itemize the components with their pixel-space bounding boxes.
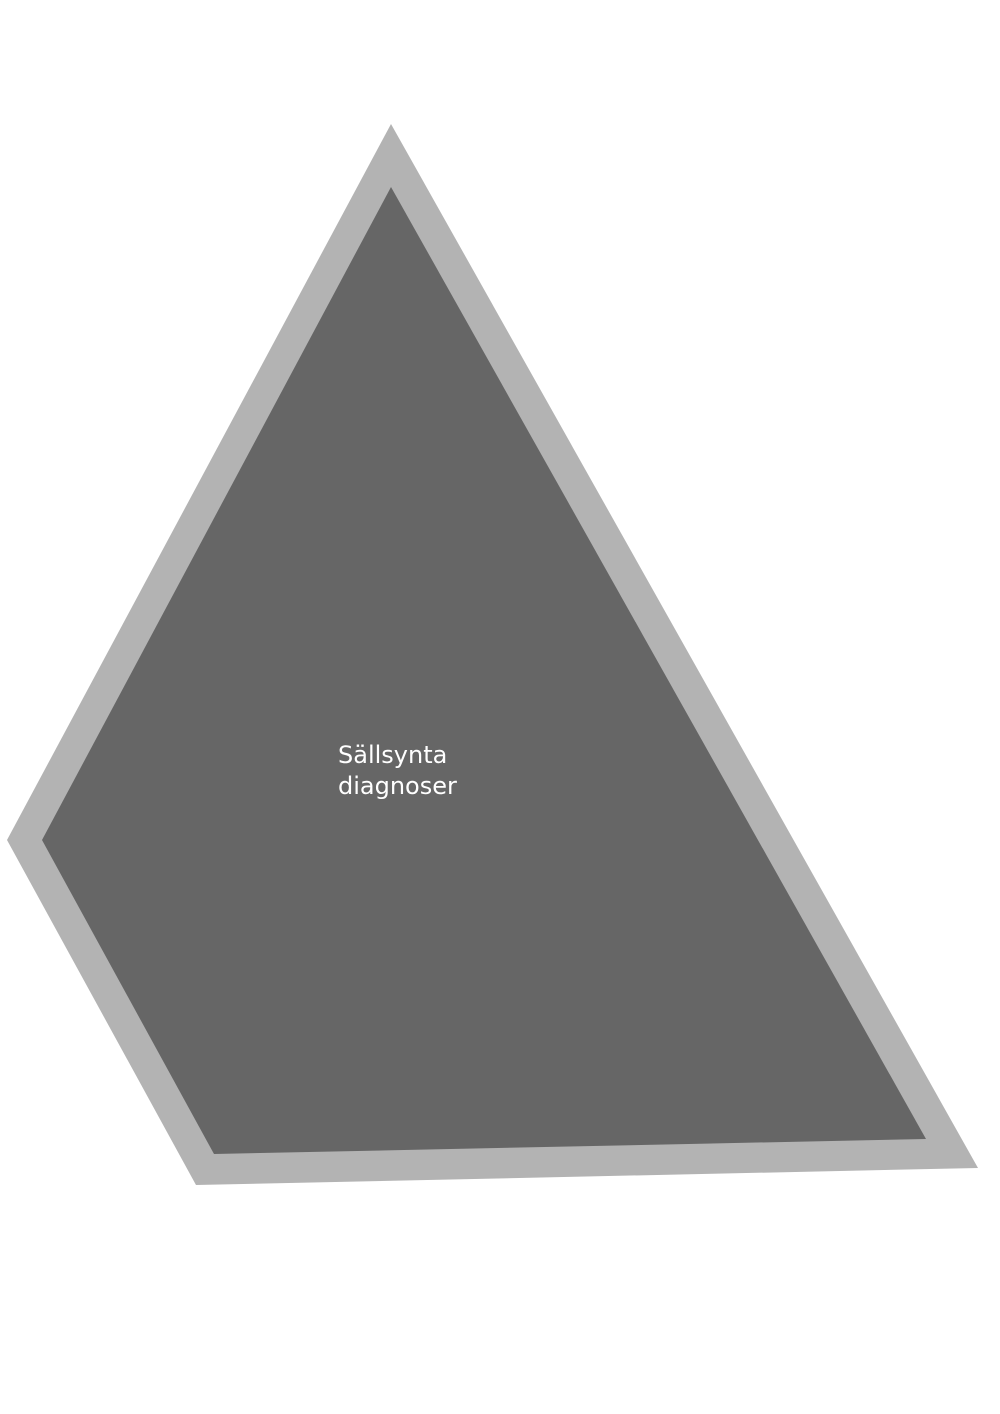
- shape-label-line-2: diagnoser: [338, 772, 457, 800]
- shape-label-line-1: Sällsynta: [338, 741, 448, 769]
- shape-label: Sällsynta diagnoser: [338, 740, 538, 802]
- shape-fill: [42, 187, 926, 1154]
